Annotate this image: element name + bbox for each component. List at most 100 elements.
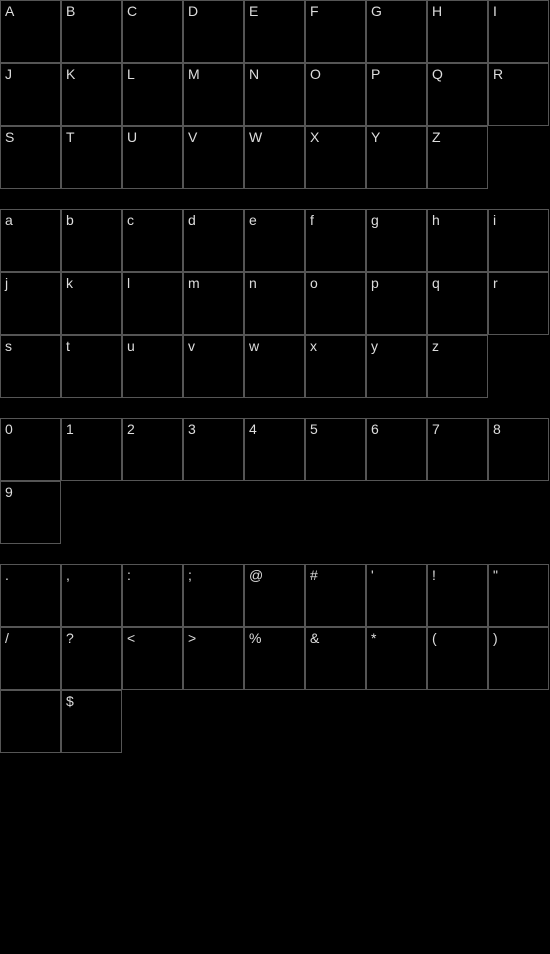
cell: M xyxy=(183,63,244,126)
glyph-label: > xyxy=(188,630,196,646)
cell: D xyxy=(183,0,244,63)
glyph-label: k xyxy=(66,275,73,291)
glyph-label: 2 xyxy=(127,421,135,437)
glyph-label: S xyxy=(5,129,14,145)
cell: > xyxy=(183,627,244,690)
cell: p xyxy=(366,272,427,335)
glyph-label: E xyxy=(249,3,258,19)
glyph-label: ' xyxy=(371,567,374,583)
glyph-label: ? xyxy=(66,630,74,646)
section-2: 0123456789 xyxy=(0,418,549,544)
glyph-label: r xyxy=(493,275,498,291)
cell: b xyxy=(61,209,122,272)
cell: T xyxy=(61,126,122,189)
cell: i xyxy=(488,209,549,272)
cell: B xyxy=(61,0,122,63)
cell: 2 xyxy=(122,418,183,481)
glyph-label: Y xyxy=(371,129,380,145)
cell: F xyxy=(305,0,366,63)
cell: n xyxy=(244,272,305,335)
cell: E xyxy=(244,0,305,63)
cell: g xyxy=(366,209,427,272)
cell: Q xyxy=(427,63,488,126)
cell: P xyxy=(366,63,427,126)
cell: , xyxy=(61,564,122,627)
cell: 1 xyxy=(61,418,122,481)
section-0: ABCDEFGHIJKLMNOPQRSTUVWXYZ xyxy=(0,0,549,189)
cell: j xyxy=(0,272,61,335)
cell: 0 xyxy=(0,418,61,481)
cell: ? xyxy=(61,627,122,690)
cell: m xyxy=(183,272,244,335)
cell: R xyxy=(488,63,549,126)
glyph-label: c xyxy=(127,212,134,228)
cell: $ xyxy=(61,690,122,753)
glyph-label: P xyxy=(371,66,380,82)
cell: N xyxy=(244,63,305,126)
glyph-label: x xyxy=(310,338,317,354)
glyph-label: * xyxy=(371,630,376,646)
cell: f xyxy=(305,209,366,272)
glyph-label: Z xyxy=(432,129,441,145)
cell: h xyxy=(427,209,488,272)
cell: z xyxy=(427,335,488,398)
glyph-label: J xyxy=(5,66,12,82)
cell: 9 xyxy=(0,481,61,544)
glyph-label: h xyxy=(432,212,440,228)
glyph-label: @ xyxy=(249,567,263,583)
cell: J xyxy=(0,63,61,126)
cell: A xyxy=(0,0,61,63)
glyph-label: 0 xyxy=(5,421,13,437)
cell: u xyxy=(122,335,183,398)
cell: s xyxy=(0,335,61,398)
glyph-label: j xyxy=(5,275,8,291)
cell: e xyxy=(244,209,305,272)
glyph-label: , xyxy=(66,567,70,583)
glyph-label: . xyxy=(5,567,9,583)
cell: # xyxy=(305,564,366,627)
glyph-label: a xyxy=(5,212,13,228)
glyph-label: q xyxy=(432,275,440,291)
glyph-label: b xyxy=(66,212,74,228)
cell: Z xyxy=(427,126,488,189)
cell: U xyxy=(122,126,183,189)
glyph-label: H xyxy=(432,3,442,19)
cell: " xyxy=(488,564,549,627)
glyph-label: N xyxy=(249,66,259,82)
glyph-label: 5 xyxy=(310,421,318,437)
glyph-label: X xyxy=(310,129,319,145)
cell: X xyxy=(305,126,366,189)
glyph-label: f xyxy=(310,212,314,228)
glyph-label: D xyxy=(188,3,198,19)
glyph-label: 7 xyxy=(432,421,440,437)
glyph-label: C xyxy=(127,3,137,19)
glyph-label: w xyxy=(249,338,259,354)
cell: : xyxy=(122,564,183,627)
cell: q xyxy=(427,272,488,335)
cell: / xyxy=(0,627,61,690)
cell: V xyxy=(183,126,244,189)
cell: L xyxy=(122,63,183,126)
glyph-label: g xyxy=(371,212,379,228)
cell: . xyxy=(0,564,61,627)
glyph-label: K xyxy=(66,66,75,82)
cell: ! xyxy=(427,564,488,627)
cell xyxy=(0,690,61,753)
glyph-label: W xyxy=(249,129,262,145)
cell: x xyxy=(305,335,366,398)
glyph-label: $ xyxy=(66,693,74,709)
glyph-label: B xyxy=(66,3,75,19)
glyph-label: o xyxy=(310,275,318,291)
glyph-label: 4 xyxy=(249,421,257,437)
cell: ( xyxy=(427,627,488,690)
glyph-label: m xyxy=(188,275,200,291)
glyph-label: R xyxy=(493,66,503,82)
glyph-label: 9 xyxy=(5,484,13,500)
glyph-label: d xyxy=(188,212,196,228)
cell: H xyxy=(427,0,488,63)
glyph-chart: ABCDEFGHIJKLMNOPQRSTUVWXYZabcdefghijklmn… xyxy=(0,0,550,954)
cell: k xyxy=(61,272,122,335)
glyph-label: s xyxy=(5,338,12,354)
glyph-label: G xyxy=(371,3,382,19)
cell: I xyxy=(488,0,549,63)
